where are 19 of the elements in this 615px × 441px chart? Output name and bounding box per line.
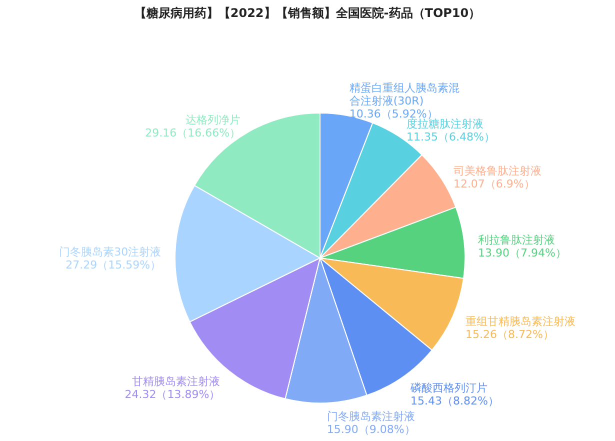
data-label: 15.43（8.82%） (410, 394, 499, 408)
data-label: 11.35（6.48%） (406, 130, 495, 144)
slice-label: 利拉鲁肽注射液 (478, 234, 556, 247)
slice-label: 门冬胰岛素注射液 (326, 410, 415, 423)
data-label: 13.90（7.94%） (478, 246, 566, 260)
slice-label: 重组甘精胰岛素注射液 (466, 315, 576, 328)
data-label: 27.29（15.59%） (66, 258, 162, 272)
slice-label: 甘精胰岛素注射液 (132, 374, 220, 388)
slice-label: 门冬胰岛素30注射液 (59, 246, 162, 259)
chart-title: 【糖尿病用药】【2022】【销售额】全国医院-药品（TOP10） (134, 6, 481, 20)
data-label: 12.07（6.9%） (453, 178, 535, 191)
slice-label: 精蛋白重组人胰岛素混合注射液(30R) (349, 82, 460, 108)
slice-label: 达格列净片 (186, 113, 241, 126)
slice-label: 磷酸西格列汀片 (409, 382, 488, 395)
data-label: 15.90（9.08%） (326, 422, 416, 436)
data-label: 24.32（13.89%） (124, 388, 220, 401)
slice-label: 司美格鲁肽注射液 (453, 164, 542, 178)
data-label: 15.26（8.72%） (466, 328, 554, 342)
data-label: 29.16（16.66%） (145, 126, 241, 140)
